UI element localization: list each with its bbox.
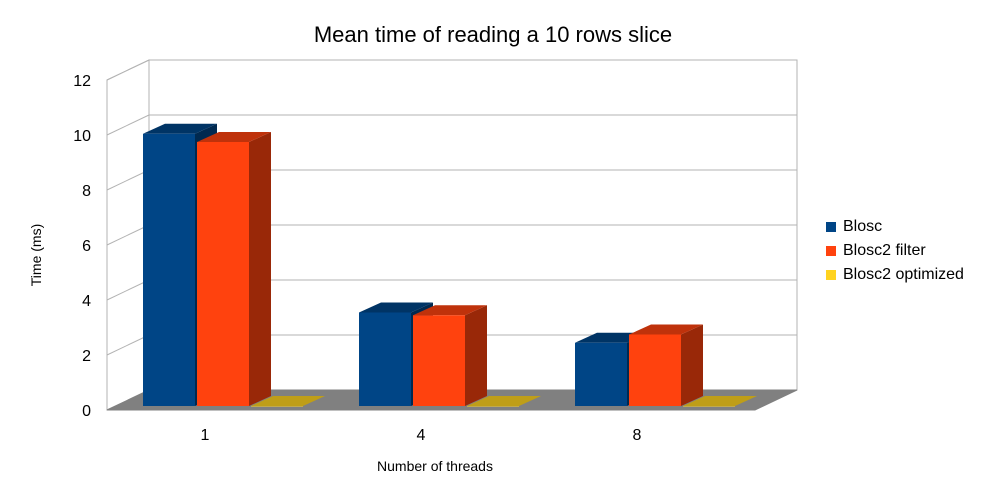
y-axis-label: Time (ms) <box>28 223 44 287</box>
bar-top <box>683 396 757 406</box>
bar-top <box>197 132 271 142</box>
bar-side <box>681 324 703 406</box>
bar-side <box>465 305 487 406</box>
gridline-side <box>106 224 150 246</box>
bar <box>629 334 681 406</box>
bar <box>683 406 735 407</box>
bar <box>143 133 195 406</box>
bar-top <box>143 123 217 134</box>
gridline-side <box>106 114 150 136</box>
x-axis-label: Number of threads <box>377 458 493 474</box>
y-tick-label: 10 <box>73 128 91 145</box>
legend: Blosc Blosc2 filter Blosc2 optimized <box>826 215 964 287</box>
legend-label-blosc2-optimized: Blosc2 optimized <box>843 266 964 283</box>
legend-swatch-blosc2-optimized <box>826 270 836 280</box>
gridline-side <box>106 334 150 356</box>
gridline-side <box>106 279 150 301</box>
bar <box>413 315 465 406</box>
bar-side <box>249 132 271 406</box>
chart-title: Mean time of reading a 10 rows slice <box>313 22 673 47</box>
legend-item: Blosc <box>826 215 964 239</box>
x-tick-label: 1 <box>201 427 210 444</box>
y-tick-label: 4 <box>82 293 91 310</box>
bar-top <box>359 302 433 313</box>
y-tick-label: 12 <box>73 73 91 90</box>
legend-label-blosc: Blosc <box>843 218 883 235</box>
y-tick-label: 8 <box>82 183 91 200</box>
legend-item: Blosc2 optimized <box>826 263 964 287</box>
gridline-side <box>106 169 150 191</box>
bar <box>251 406 303 407</box>
legend-swatch-blosc <box>826 222 836 232</box>
y-tick-label: 2 <box>82 348 91 365</box>
bar-top <box>467 396 541 406</box>
bar-top <box>251 396 325 406</box>
bar <box>197 142 249 406</box>
bar <box>359 312 411 406</box>
bar <box>467 406 519 407</box>
legend-item: Blosc2 filter <box>826 239 964 263</box>
x-tick-label: 8 <box>633 427 642 444</box>
y-tick-label: 6 <box>82 238 91 255</box>
y-tick-label: 0 <box>82 403 91 420</box>
x-tick-label: 4 <box>417 427 426 444</box>
gridline-side <box>106 59 150 81</box>
legend-label-blosc2-filter: Blosc2 filter <box>843 242 926 259</box>
bar-top <box>629 324 703 335</box>
legend-swatch-blosc2-filter <box>826 246 836 256</box>
bar <box>575 342 627 406</box>
bar-top <box>413 305 487 316</box>
